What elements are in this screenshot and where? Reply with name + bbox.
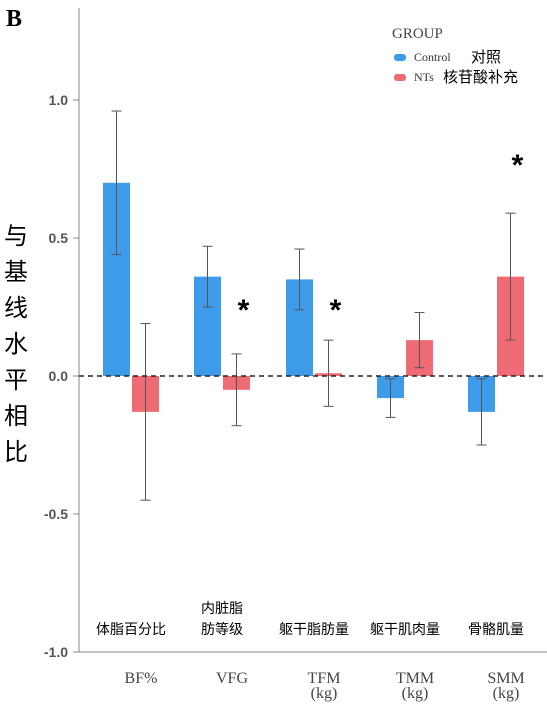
significance-asterisk: * xyxy=(512,149,524,182)
x-tick-label: TFM xyxy=(308,670,341,687)
legend-swatch-control xyxy=(394,54,406,61)
legend: GROUP Control 对照 NTs 核苷酸补充 xyxy=(392,26,518,86)
y-axis-label-char: 相 xyxy=(4,403,28,430)
category-cn-label: 肪等级 xyxy=(201,621,243,637)
legend-label: Control xyxy=(414,50,451,64)
x-tick-labels: BF% VFG TFM(kg)TMM(kg)SMM(kg) xyxy=(125,670,525,702)
panel-label: B xyxy=(6,6,22,32)
y-tick-label: -0.5 xyxy=(44,506,68,522)
significance-asterisk: * xyxy=(330,294,342,327)
y-ticks: 1.0 0.5 0.0 -0.5 -1.0 xyxy=(44,92,79,660)
category-cn-label: 躯干肌肉量 xyxy=(370,621,440,637)
y-tick-label: -1.0 xyxy=(44,644,68,660)
y-axis-label-char: 平 xyxy=(4,367,28,394)
y-axis-label-char: 与 xyxy=(4,223,28,250)
bars xyxy=(103,182,524,412)
y-tick-label: 1.0 xyxy=(49,92,69,108)
x-tick-label: VFG xyxy=(216,670,248,687)
error-bars xyxy=(111,110,516,501)
category-cn-label: 体脂百分比 xyxy=(96,621,166,637)
x-tick-label: TMM xyxy=(396,670,434,687)
significance-markers: * * * xyxy=(238,149,524,327)
x-tick-label: (kg) xyxy=(493,685,520,702)
y-tick-label: 0.5 xyxy=(49,230,69,246)
legend-label-cn: 核苷酸补充 xyxy=(443,69,518,86)
legend-swatch-nts xyxy=(394,74,406,81)
y-axis-label-char: 比 xyxy=(4,439,28,466)
x-tick-label: SMM xyxy=(487,670,524,687)
legend-label: NTs xyxy=(414,70,434,84)
axes xyxy=(78,8,547,653)
y-axis-label-char: 基 xyxy=(4,259,28,286)
y-axis-label-char: 水 xyxy=(4,331,28,358)
x-tick-label: (kg) xyxy=(402,685,429,702)
y-tick-label: 0.0 xyxy=(49,368,69,384)
category-cn-label: 内脏脂 xyxy=(201,600,243,616)
x-tick-label: BF% xyxy=(125,670,158,687)
legend-label-cn: 对照 xyxy=(471,49,501,66)
y-axis-label-char: 线 xyxy=(4,295,28,322)
legend-title: GROUP xyxy=(392,26,443,42)
category-cn-label: 骨骼肌量 xyxy=(468,621,524,637)
significance-asterisk: * xyxy=(238,294,250,327)
category-cn-label: 躯干脂肪量 xyxy=(279,621,349,637)
x-tick-label: (kg) xyxy=(311,685,338,702)
